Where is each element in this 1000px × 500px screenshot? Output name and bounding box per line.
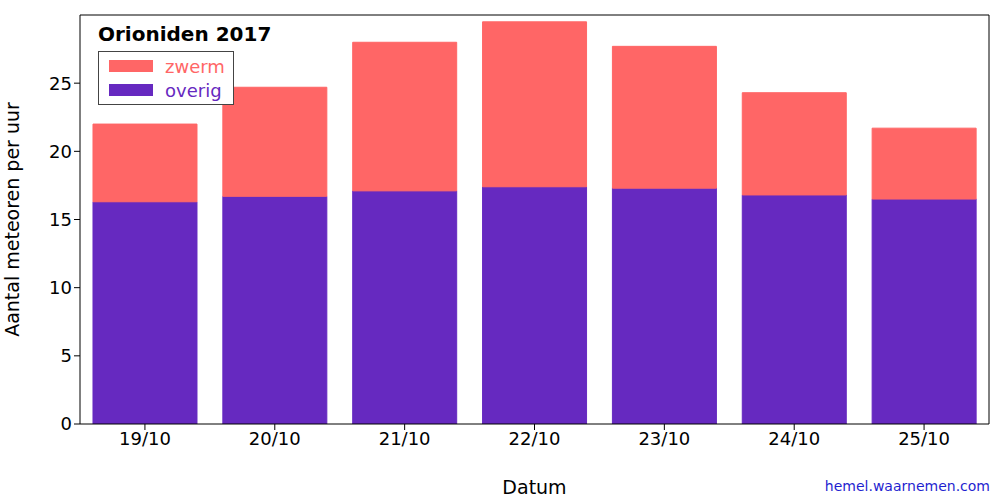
svg-text:24/10: 24/10 bbox=[768, 428, 820, 449]
svg-text:25: 25 bbox=[49, 73, 72, 94]
svg-text:5: 5 bbox=[61, 345, 72, 366]
svg-text:20: 20 bbox=[49, 141, 72, 162]
html-text:Orioniden 2017: Orioniden 2017 bbox=[98, 22, 272, 46]
svg-text:19/10: 19/10 bbox=[119, 428, 171, 449]
svg-text:0: 0 bbox=[61, 413, 72, 434]
svg-text:21/10: 21/10 bbox=[379, 428, 431, 449]
html-text:overig: overig bbox=[165, 79, 222, 101]
svg-text:23/10: 23/10 bbox=[638, 428, 690, 449]
html-text:zwerm: zwerm bbox=[165, 55, 225, 77]
svg-text:Aantal meteoren per uur: Aantal meteoren per uur bbox=[8, 102, 23, 337]
html-text:hemel.waarnemen.com: hemel.waarnemen.com bbox=[824, 478, 990, 494]
svg-text:15: 15 bbox=[49, 209, 72, 230]
svg-text:25/10: 25/10 bbox=[898, 428, 950, 449]
svg-text:10: 10 bbox=[49, 277, 72, 298]
svg-text:20/10: 20/10 bbox=[249, 428, 301, 449]
svg-text:22/10: 22/10 bbox=[509, 428, 561, 449]
svg-text:Datum: Datum bbox=[502, 476, 566, 498]
